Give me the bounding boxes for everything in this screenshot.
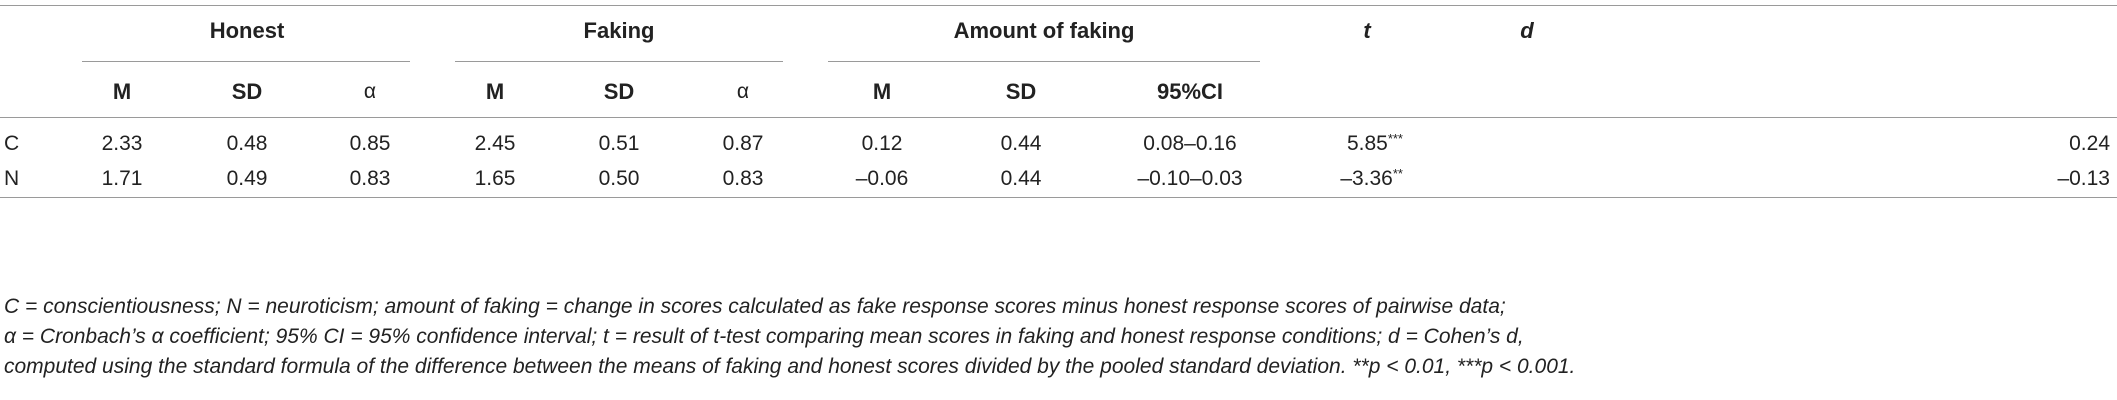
cell-honest-alpha: 0.83 [349, 167, 391, 190]
t-value: –3.36 [1340, 167, 1393, 190]
cell-faking-sd: 0.50 [598, 167, 640, 190]
subheader-honest-alpha: α [363, 80, 377, 103]
cell-d: –0.13 [2057, 167, 2110, 190]
table-footnote: C = conscientiousness; N = neuroticism; … [4, 292, 2112, 382]
subheader-honest-sd: SD [231, 79, 263, 104]
footnote-line: α = Cronbach’s α coefficient; 95% CI = 9… [4, 325, 1524, 348]
table-top-rule [0, 5, 2117, 6]
row-label: N [4, 167, 20, 190]
cell-amount-ci: –0.10–0.03 [1137, 167, 1243, 190]
subheader-amount-sd: SD [1005, 79, 1037, 104]
header-bottom-rule [0, 117, 2117, 118]
footnote-line: computed using the standard formula of t… [4, 355, 1576, 378]
cell-amount-m: 0.12 [861, 132, 903, 155]
amount-group-rule [828, 61, 1260, 62]
subheader-amount-m: M [872, 79, 892, 104]
significance-marker: ** [1392, 166, 1403, 181]
subheader-amount-ci: 95%CI [1156, 79, 1224, 104]
cell-faking-sd: 0.51 [598, 132, 640, 155]
row-label: C [4, 132, 20, 155]
header-amount-of-faking: Amount of faking [953, 18, 1135, 43]
subheader-faking-m: M [485, 79, 505, 104]
significance-marker: *** [1387, 131, 1403, 146]
subheader-faking-sd: SD [603, 79, 635, 104]
header-t: t [1363, 18, 1371, 43]
table-bottom-rule [0, 197, 2117, 198]
subheader-faking-alpha: α [736, 80, 750, 103]
cell-t: –3.36** [1340, 166, 1403, 194]
cell-honest-sd: 0.48 [226, 132, 268, 155]
header-d: d [1520, 18, 1534, 43]
honest-group-rule [82, 61, 410, 62]
footnote-line: C = conscientiousness; N = neuroticism; … [4, 295, 1506, 318]
cell-amount-m: –0.06 [855, 167, 909, 190]
cell-honest-m: 2.33 [101, 132, 143, 155]
cell-faking-m: 2.45 [474, 132, 516, 155]
cell-honest-m: 1.71 [101, 167, 143, 190]
header-faking: Faking [583, 18, 655, 43]
subheader-honest-m: M [112, 79, 132, 104]
faking-group-rule [455, 61, 783, 62]
cell-amount-ci: 0.08–0.16 [1143, 132, 1237, 155]
header-honest: Honest [209, 18, 285, 43]
cell-faking-alpha: 0.87 [722, 132, 764, 155]
cell-t: 5.85*** [1347, 131, 1403, 159]
cell-faking-alpha: 0.83 [722, 167, 764, 190]
cell-honest-sd: 0.49 [226, 167, 268, 190]
cell-honest-alpha: 0.85 [349, 132, 391, 155]
t-value: 5.85 [1346, 132, 1388, 155]
cell-amount-sd: 0.44 [1000, 167, 1042, 190]
cell-d: 0.24 [2069, 132, 2110, 155]
cell-faking-m: 1.65 [474, 167, 516, 190]
cell-amount-sd: 0.44 [1000, 132, 1042, 155]
